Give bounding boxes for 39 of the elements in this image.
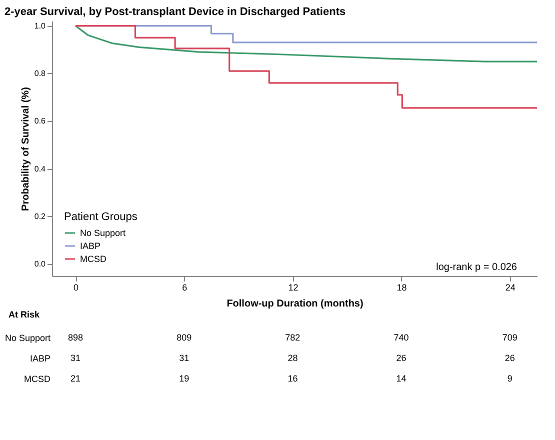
text: 26: [504, 353, 515, 363]
text: MCSD: [24, 374, 51, 384]
x-tick-label: 6: [182, 282, 188, 292]
annotation: log-rank p = 0.026: [436, 262, 518, 273]
y-tick-label: 0.6: [34, 116, 46, 126]
text: 9: [507, 374, 512, 384]
chart-title: 2-year Survival, by Post-transplant Device in Discharged Patients: [4, 6, 346, 18]
x-tick-label: 24: [505, 282, 516, 292]
text: 21: [70, 374, 81, 384]
y-tick-label: 0.4: [34, 164, 46, 174]
text: 19: [179, 374, 190, 384]
x-axis-title: Follow-up Duration (months): [226, 298, 364, 310]
y-axis-title: Probability of Survival (%): [20, 87, 32, 211]
legend-title: Patient Groups: [64, 211, 138, 223]
y-tick-label: 1.0: [34, 21, 46, 30]
text: 809: [176, 332, 192, 342]
text: 740: [394, 332, 409, 342]
legend-label: MCSD: [80, 254, 107, 264]
text: 14: [396, 374, 406, 384]
legend-label: IABP: [80, 241, 101, 251]
text: At Risk: [8, 310, 40, 320]
legend-label: No Support: [80, 228, 126, 238]
x-tick-label: 12: [288, 282, 298, 292]
text: No Support: [4, 332, 51, 343]
text: 28: [288, 353, 298, 363]
y-tick-label: 0.8: [34, 68, 46, 78]
text: 31: [70, 353, 81, 363]
text: 709: [502, 332, 518, 342]
text: 26: [396, 353, 406, 363]
text: 16: [288, 374, 298, 384]
y-tick-label: 0.0: [34, 260, 46, 269]
y-tick-label: 0.2: [34, 212, 46, 221]
text: 782: [285, 332, 300, 342]
line-series: [74, 24, 538, 62]
x-tick-label: 0: [74, 282, 79, 292]
text: IABP: [30, 354, 50, 364]
text: 31: [179, 353, 190, 363]
text: 898: [68, 332, 84, 342]
x-tick-label: 18: [396, 282, 407, 292]
